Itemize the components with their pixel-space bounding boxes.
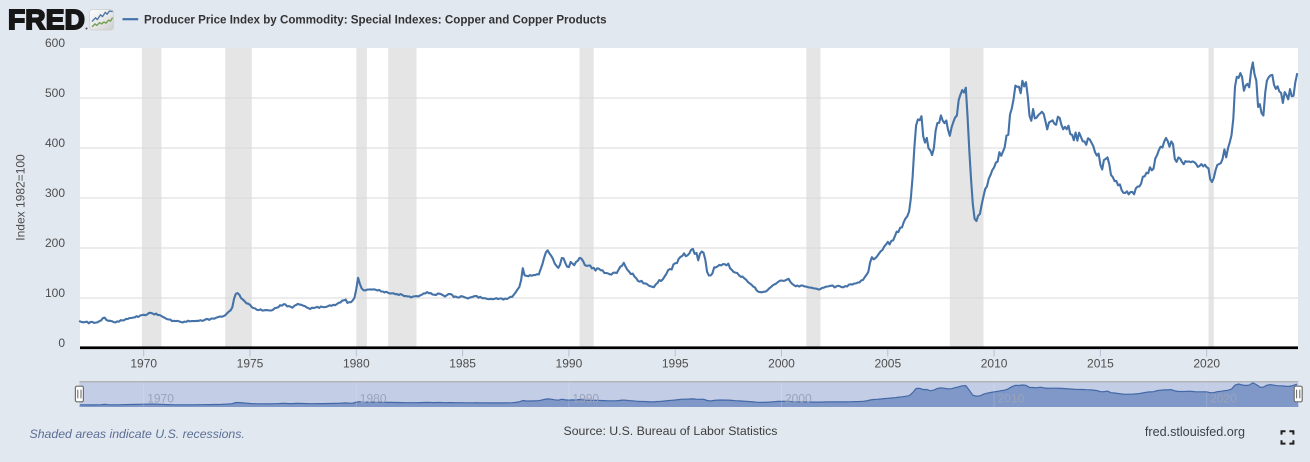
svg-text:1975: 1975 xyxy=(237,356,264,370)
svg-text:600: 600 xyxy=(45,36,65,50)
svg-text:1995: 1995 xyxy=(662,356,689,370)
svg-text:1980: 1980 xyxy=(343,356,370,370)
svg-text:200: 200 xyxy=(45,236,65,250)
svg-text:2000: 2000 xyxy=(768,356,795,370)
svg-text:400: 400 xyxy=(45,136,65,150)
svg-text:2020: 2020 xyxy=(1210,392,1237,406)
svg-text:Shaded areas indicate U.S. rec: Shaded areas indicate U.S. recessions. xyxy=(30,427,245,441)
svg-text:500: 500 xyxy=(45,86,65,100)
svg-text:Index 1982=100: Index 1982=100 xyxy=(14,154,28,241)
svg-text:300: 300 xyxy=(45,186,65,200)
svg-text:2015: 2015 xyxy=(1087,356,1114,370)
svg-text:2005: 2005 xyxy=(874,356,901,370)
svg-text:1970: 1970 xyxy=(130,356,157,370)
svg-text:1970: 1970 xyxy=(147,392,174,406)
svg-text:1990: 1990 xyxy=(556,356,583,370)
svg-text:2010: 2010 xyxy=(998,392,1025,406)
svg-text:100: 100 xyxy=(45,286,65,300)
svg-text:2000: 2000 xyxy=(785,392,812,406)
svg-text:1985: 1985 xyxy=(449,356,476,370)
svg-text:FRED: FRED xyxy=(8,4,85,35)
svg-text:fred.stlouisfed.org: fred.stlouisfed.org xyxy=(1145,425,1245,439)
svg-text:1990: 1990 xyxy=(572,392,599,406)
svg-text:2020: 2020 xyxy=(1193,356,1220,370)
svg-text:Source: U.S. Bureau of Labor S: Source: U.S. Bureau of Labor Statistics xyxy=(564,424,778,438)
svg-text:1980: 1980 xyxy=(360,392,387,406)
svg-text:2010: 2010 xyxy=(981,356,1008,370)
svg-text:Producer Price Index by Commod: Producer Price Index by Commodity: Speci… xyxy=(144,14,607,27)
svg-text:0: 0 xyxy=(58,336,65,350)
